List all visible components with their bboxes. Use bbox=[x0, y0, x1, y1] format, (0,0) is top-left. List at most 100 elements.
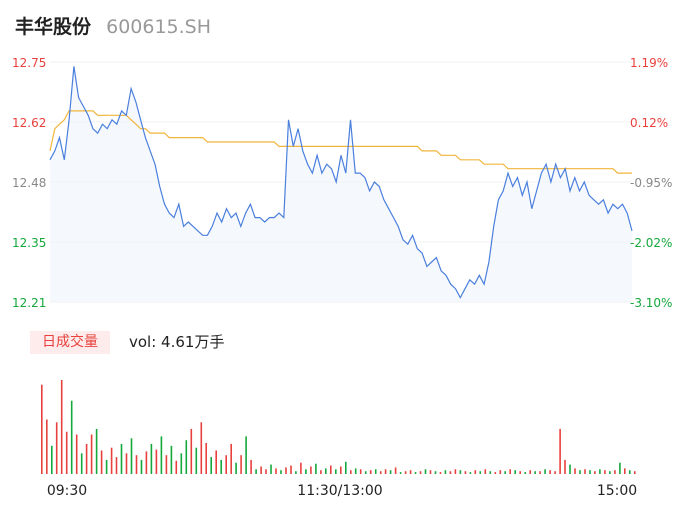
volume-bar bbox=[245, 436, 247, 474]
volume-bar bbox=[105, 459, 108, 474]
volume-bar bbox=[345, 461, 347, 474]
volume-bar bbox=[150, 443, 153, 474]
volume-bar bbox=[195, 447, 198, 474]
volume-bar bbox=[409, 470, 412, 474]
volume-bar bbox=[55, 422, 58, 474]
volume-bar bbox=[359, 469, 362, 474]
volume-bar bbox=[419, 471, 422, 474]
volume-bar bbox=[489, 471, 492, 474]
volume-bar bbox=[100, 450, 103, 474]
y-tick-left: 12.35 bbox=[12, 236, 46, 250]
volume-bar bbox=[205, 443, 207, 474]
volume-bar bbox=[260, 466, 262, 474]
volume-bar bbox=[51, 445, 53, 474]
volume-bar bbox=[75, 434, 78, 474]
volume-bar bbox=[594, 471, 596, 474]
volume-bar bbox=[494, 472, 497, 474]
y-tick-left: 12.21 bbox=[12, 296, 46, 310]
volume-bar bbox=[240, 455, 242, 474]
volume-bar bbox=[624, 468, 626, 474]
volume-bar bbox=[414, 472, 417, 474]
volume-bar bbox=[439, 472, 442, 474]
volume-bar bbox=[175, 460, 178, 474]
y-tick-right: -0.95% bbox=[630, 176, 672, 190]
volume-bar bbox=[369, 470, 372, 474]
volume-bar bbox=[574, 468, 576, 474]
volume-bar bbox=[534, 471, 536, 474]
volume-bar bbox=[145, 451, 148, 474]
volume-bar bbox=[41, 384, 43, 474]
volume-bar bbox=[235, 462, 237, 474]
volume-bar bbox=[305, 469, 307, 474]
volume-bar bbox=[340, 466, 342, 474]
volume-bar bbox=[394, 467, 397, 474]
volume-bar bbox=[80, 453, 83, 474]
volume-bar bbox=[320, 470, 322, 474]
volume-bar bbox=[115, 457, 118, 474]
volume-bar bbox=[90, 434, 93, 474]
volume-bar bbox=[160, 436, 163, 474]
volume-bar bbox=[524, 472, 526, 474]
volume-bar bbox=[614, 470, 616, 474]
volume-bar bbox=[165, 455, 168, 474]
volume-bar bbox=[285, 467, 287, 474]
volume-bar bbox=[499, 470, 502, 474]
volume-bar bbox=[125, 453, 128, 474]
volume-bar bbox=[434, 471, 437, 474]
volume-bar bbox=[280, 470, 282, 474]
stock-code: 600615.SH bbox=[106, 16, 212, 38]
volume-bar bbox=[449, 471, 452, 474]
volume-bar bbox=[609, 471, 611, 474]
price-area bbox=[50, 66, 632, 303]
volume-bar bbox=[504, 471, 506, 474]
price-line bbox=[49, 66, 633, 299]
volume-badge: 日成交量 bbox=[30, 331, 110, 354]
volume-bar bbox=[629, 470, 631, 474]
y-tick-left: 12.75 bbox=[12, 56, 46, 70]
volume-bar bbox=[424, 469, 427, 474]
volume-bar bbox=[399, 472, 402, 474]
volume-bar bbox=[185, 440, 188, 474]
volume-bar bbox=[330, 465, 332, 474]
volume-bar bbox=[564, 459, 566, 474]
volume-bar bbox=[170, 445, 173, 474]
volume-bar bbox=[255, 469, 257, 474]
right-pct-axis: 1.19% 0.12% -0.95% -2.02% -3.10% bbox=[630, 56, 672, 310]
volume-bar bbox=[110, 447, 113, 474]
volume-bar bbox=[599, 469, 601, 474]
volume-bar bbox=[429, 470, 432, 474]
volume-bar bbox=[454, 469, 457, 474]
y-tick-right: -3.10% bbox=[630, 296, 672, 310]
volume-bar bbox=[210, 457, 212, 474]
volume-bar bbox=[335, 469, 337, 474]
y-tick-right: 1.19% bbox=[630, 56, 668, 70]
volume-bar bbox=[544, 469, 546, 474]
volume-bar bbox=[295, 471, 297, 474]
volume-bar bbox=[95, 428, 98, 474]
volume-bar bbox=[604, 470, 606, 474]
volume-bar bbox=[135, 455, 138, 474]
volume-bar bbox=[180, 453, 183, 474]
volume-bar bbox=[140, 459, 143, 474]
volume-bar bbox=[619, 462, 621, 474]
volume-bar bbox=[509, 469, 511, 474]
volume-bar bbox=[479, 471, 482, 474]
volume-bar bbox=[514, 470, 516, 474]
stock-header: 丰华股份 600615.SH bbox=[15, 12, 211, 40]
y-tick-right: -2.02% bbox=[630, 236, 672, 250]
average-price-line bbox=[49, 110, 632, 174]
time-axis: 09:30 11:30/13:00 15:00 bbox=[47, 483, 637, 499]
volume-bar bbox=[589, 470, 591, 474]
volume-bar bbox=[539, 471, 541, 474]
volume-bar bbox=[225, 455, 227, 474]
volume-bar bbox=[300, 462, 302, 474]
volume-bar bbox=[354, 468, 357, 474]
left-price-axis: 12.75 12.62 12.48 12.35 12.21 bbox=[12, 56, 46, 310]
volume-bar bbox=[634, 471, 636, 474]
volume-bar bbox=[389, 470, 392, 474]
volume-bar bbox=[384, 469, 387, 474]
volume-bar bbox=[250, 459, 252, 474]
volume-bar bbox=[325, 468, 327, 474]
volume-bar bbox=[230, 443, 232, 474]
